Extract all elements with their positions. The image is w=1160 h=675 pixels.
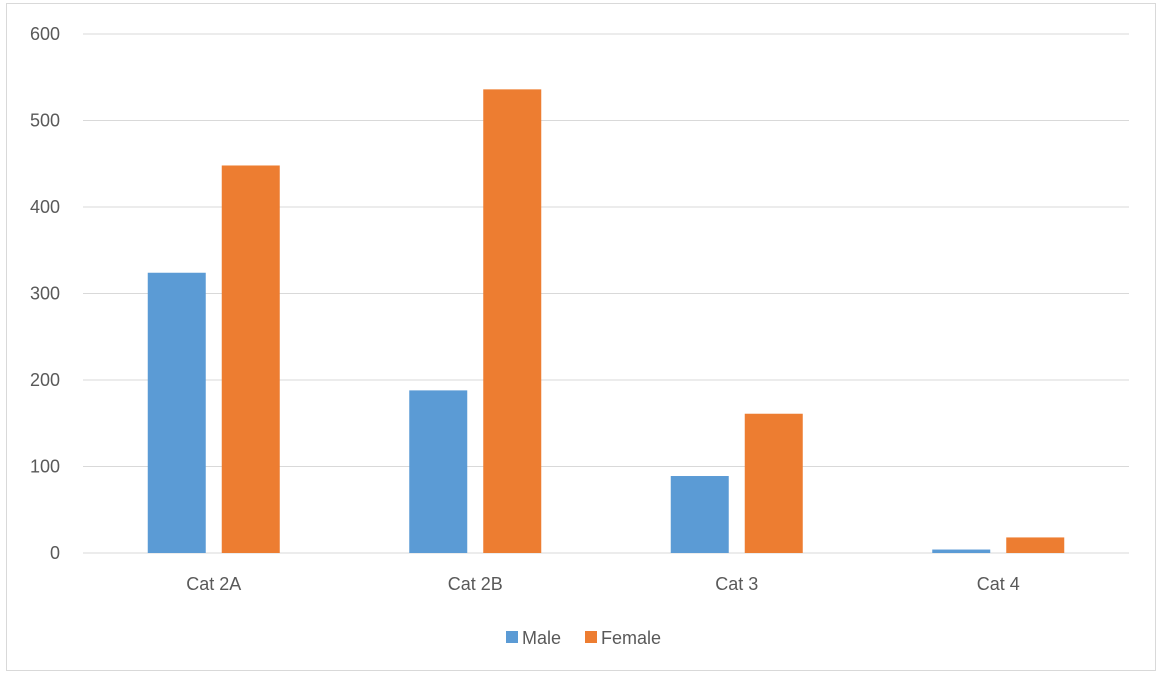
x-tick-label: Cat 3 (715, 574, 758, 594)
x-tick-label: Cat 2B (448, 574, 503, 594)
x-tick-label: Cat 2A (186, 574, 241, 594)
y-tick-label: 100 (30, 457, 60, 477)
legend-label-female: Female (601, 628, 661, 648)
legend-label-male: Male (522, 628, 561, 648)
bars (147, 89, 1065, 554)
legend: Male Female (506, 628, 661, 648)
y-tick-label: 600 (30, 24, 60, 44)
y-tick-label: 200 (30, 370, 60, 390)
y-tick-label: 300 (30, 284, 60, 304)
bar-male-cat-2a (147, 272, 206, 553)
bar-female-cat-2b (483, 89, 542, 554)
legend-swatch-male (506, 631, 518, 643)
y-tick-label: 500 (30, 111, 60, 131)
x-tick-label: Cat 4 (977, 574, 1020, 594)
x-axis-tick-labels: Cat 2A Cat 2B Cat 3 Cat 4 (186, 574, 1020, 594)
bar-female-cat-3 (744, 413, 803, 553)
y-tick-label: 400 (30, 197, 60, 217)
bar-male-cat-2b (409, 390, 468, 553)
bar-male-cat-4 (932, 549, 991, 553)
y-axis-tick-labels: 0 100 200 300 400 500 600 (30, 24, 60, 563)
bar-female-cat-2a (221, 165, 280, 554)
legend-swatch-female (585, 631, 597, 643)
bar-male-cat-3 (670, 476, 729, 553)
bar-female-cat-4 (1006, 537, 1065, 553)
y-tick-label: 0 (50, 543, 60, 563)
